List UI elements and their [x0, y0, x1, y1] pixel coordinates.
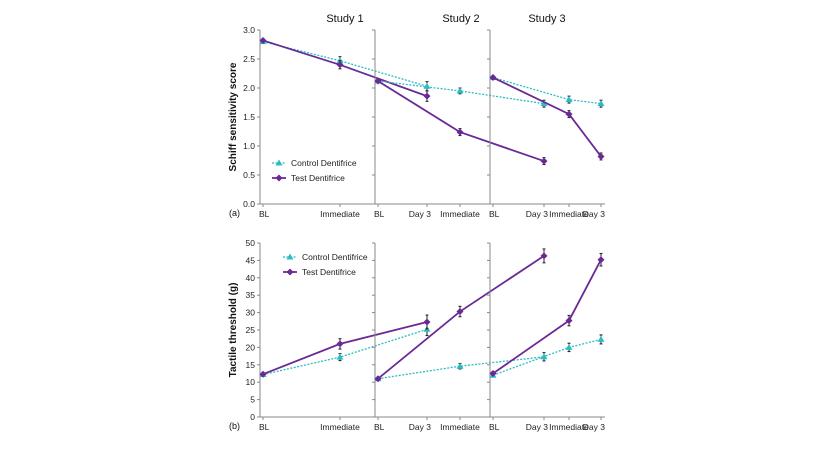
legend-label: Control Dentifrice: [302, 252, 368, 262]
y-tick-label: 5: [250, 395, 255, 405]
legend-label: Test Dentifrice: [291, 173, 345, 183]
y-tick-label: 2.0: [243, 83, 255, 93]
x-tick-label: Day 3: [526, 209, 548, 219]
control-marker: [540, 100, 548, 107]
test-marker: [423, 92, 431, 100]
x-tick-label: Immediate: [549, 209, 589, 219]
y-tick-label: 20: [246, 342, 256, 352]
control-marker: [565, 343, 573, 350]
y-tick-label: 3.0: [243, 25, 255, 35]
y-tick-label: 45: [246, 255, 256, 265]
test-marker: [540, 252, 548, 260]
y-axis-label: Schiff sensitivity score: [228, 62, 239, 171]
x-tick-label: BL: [374, 209, 385, 219]
control-marker: [597, 100, 605, 107]
test-marker: [259, 36, 267, 44]
test-marker: [489, 370, 497, 377]
y-tick-label: 1.5: [243, 112, 255, 122]
test-marker: [259, 370, 267, 378]
y-tick-label: 25: [246, 325, 256, 335]
panel-title: Study 2: [442, 13, 479, 25]
test-marker: [423, 318, 431, 326]
y-tick-label: 0.5: [243, 170, 255, 180]
panel-label: (b): [229, 421, 240, 431]
y-tick-label: 10: [246, 377, 256, 387]
x-tick-label: Day 3: [526, 422, 548, 432]
test-marker: [489, 74, 497, 82]
y-tick-label: 40: [246, 273, 256, 283]
y-tick-label: 35: [246, 290, 256, 300]
x-tick-label: Immediate: [549, 422, 589, 432]
y-tick-label: 2.5: [243, 54, 255, 64]
test-marker: [597, 256, 605, 264]
x-tick-label: BL: [489, 209, 500, 219]
x-tick-label: Immediate: [440, 422, 480, 432]
y-tick-label: 50: [246, 238, 256, 248]
control-marker: [456, 362, 464, 369]
test-marker: [565, 317, 573, 325]
x-tick-label: BL: [489, 422, 500, 432]
test-line: [262, 39, 428, 97]
y-tick-label: 30: [246, 308, 256, 318]
panel-title: Study 1: [326, 13, 363, 25]
legend-label: Test Dentifrice: [302, 267, 356, 277]
x-tick-label: BL: [374, 422, 385, 432]
legend-label: Control Dentifrice: [291, 158, 357, 168]
test-marker: [597, 152, 605, 160]
test-marker: [456, 308, 464, 316]
test-marker: [374, 375, 382, 383]
test-line: [492, 259, 602, 375]
control-line: [492, 338, 602, 376]
test-marker: [374, 77, 382, 85]
y-tick-label: 0.0: [243, 199, 255, 209]
x-tick-label: BL: [259, 209, 270, 219]
test-marker: [336, 61, 344, 69]
y-axis-label: Tactile threshold (g): [228, 283, 239, 378]
test-line: [262, 321, 428, 376]
x-tick-label: Immediate: [440, 209, 480, 219]
control-marker: [336, 353, 344, 360]
control-line: [262, 328, 428, 376]
legend-test-marker: [286, 268, 294, 276]
panel-label: (a): [229, 208, 240, 218]
test-line: [377, 255, 545, 380]
x-tick-label: BL: [259, 422, 270, 432]
control-marker: [456, 87, 464, 94]
x-tick-label: Immediate: [320, 209, 360, 219]
y-tick-label: 0: [250, 412, 255, 422]
x-tick-label: Day 3: [583, 209, 605, 219]
control-marker: [565, 96, 573, 103]
test-marker: [336, 340, 344, 348]
x-tick-label: Day 3: [409, 209, 431, 219]
legend-control-marker: [286, 253, 294, 260]
y-tick-label: 1.0: [243, 141, 255, 151]
test-line: [492, 76, 602, 157]
x-tick-label: Day 3: [409, 422, 431, 432]
control-marker: [423, 82, 431, 89]
x-tick-label: Day 3: [583, 422, 605, 432]
y-tick-label: 15: [246, 360, 256, 370]
test-marker: [540, 157, 548, 165]
control-line: [492, 76, 602, 105]
panel-title: Study 3: [528, 13, 565, 25]
test-marker: [456, 128, 464, 136]
legend-test-marker: [275, 174, 283, 182]
legend-control-marker: [275, 159, 283, 166]
x-tick-label: Immediate: [320, 422, 360, 432]
test-marker: [565, 110, 573, 118]
control-marker: [597, 335, 605, 342]
